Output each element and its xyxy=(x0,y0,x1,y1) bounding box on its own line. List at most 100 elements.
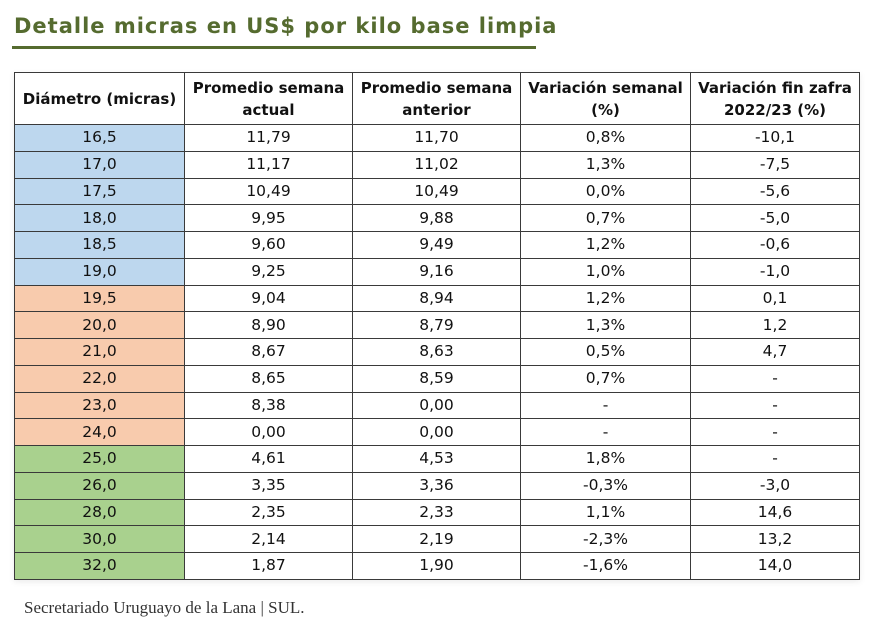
previous-week-cell: 0,00 xyxy=(352,391,521,420)
previous-week-cell: 8,63 xyxy=(352,338,521,366)
diameter-cell: 24,0 xyxy=(14,418,185,446)
diameter-cell: 20,0 xyxy=(14,311,185,339)
previous-week-cell: 4,53 xyxy=(352,445,521,473)
diameter-cell: 19,0 xyxy=(14,257,185,286)
diameter-cell: 21,0 xyxy=(14,338,185,366)
season-variation-cell: -5,0 xyxy=(690,204,860,232)
current-week-cell: 8,90 xyxy=(184,311,353,339)
previous-week-cell: 3,36 xyxy=(352,471,521,500)
weekly-variation-cell: 0,7% xyxy=(520,204,691,232)
table-row: 20,0 8,90 8,79 1,3% 1,2 xyxy=(14,311,860,339)
table-row: 30,0 2,14 2,19 -2,3% 13,2 xyxy=(14,525,860,553)
table-row: 18,5 9,60 9,49 1,2% -0,6 xyxy=(14,231,860,259)
table-row: 16,5 11,79 11,70 0,8% -10,1 xyxy=(14,124,860,152)
weekly-variation-cell: -1,6% xyxy=(520,552,691,580)
diameter-cell: 16,5 xyxy=(14,124,185,152)
previous-week-cell: 11,70 xyxy=(352,124,521,152)
previous-week-cell: 10,49 xyxy=(352,177,521,206)
table-header: Diámetro (micras) Promedio semana actual… xyxy=(14,72,860,125)
header-previous-week: Promedio semana anterior xyxy=(352,72,521,125)
season-variation-cell: - xyxy=(690,364,860,393)
current-week-cell: 9,95 xyxy=(184,204,353,232)
season-variation-cell: 13,2 xyxy=(690,525,860,553)
season-variation-cell: -7,5 xyxy=(690,150,860,179)
season-variation-cell: - xyxy=(690,418,860,446)
diameter-cell: 18,0 xyxy=(14,204,185,232)
season-variation-cell: -10,1 xyxy=(690,124,860,152)
previous-week-cell: 1,90 xyxy=(352,552,521,580)
weekly-variation-cell: 1,2% xyxy=(520,284,691,313)
current-week-cell: 0,00 xyxy=(184,418,353,446)
current-week-cell: 1,87 xyxy=(184,552,353,580)
table-body: 16,5 11,79 11,70 0,8% -10,1 17,0 11,17 11,02 1,3… xyxy=(14,124,860,580)
table-row: 22,0 8,65 8,59 0,7% - xyxy=(14,364,860,393)
diameter-cell: 18,5 xyxy=(14,231,185,259)
weekly-variation-cell: 1,2% xyxy=(520,231,691,259)
season-variation-cell: - xyxy=(690,445,860,473)
header-season-variation: Variación fin zafra 2022/23 (%) xyxy=(690,72,860,125)
diameter-cell: 28,0 xyxy=(14,498,185,527)
weekly-variation-cell: 1,3% xyxy=(520,150,691,179)
previous-week-cell: 9,16 xyxy=(352,257,521,286)
weekly-variation-cell: - xyxy=(520,391,691,420)
current-week-cell: 2,35 xyxy=(184,498,353,527)
prices-table: Diámetro (micras) Promedio semana actual… xyxy=(14,72,860,580)
diameter-cell: 32,0 xyxy=(14,552,185,580)
season-variation-cell: -1,0 xyxy=(690,257,860,286)
previous-week-cell: 8,59 xyxy=(352,364,521,393)
previous-week-cell: 2,33 xyxy=(352,498,521,527)
weekly-variation-cell: 1,0% xyxy=(520,257,691,286)
table-row: 24,0 0,00 0,00- - xyxy=(14,418,860,446)
current-week-cell: 11,17 xyxy=(184,150,353,179)
current-week-cell: 8,67 xyxy=(184,338,353,366)
table-row: 26,0 3,35 3,36 -0,3% -3,0 xyxy=(14,471,860,500)
current-week-cell: 8,65 xyxy=(184,364,353,393)
diameter-cell: 22,0 xyxy=(14,364,185,393)
table-row: 25,0 4,61 4,53 1,8% - xyxy=(14,445,860,473)
season-variation-cell: 14,6 xyxy=(690,498,860,527)
diameter-cell: 25,0 xyxy=(14,445,185,473)
previous-week-cell: 8,79 xyxy=(352,311,521,339)
current-week-cell: 9,04 xyxy=(184,284,353,313)
season-variation-cell: -5,6 xyxy=(690,177,860,206)
table-row: 23,0 8,38 0,00- - xyxy=(14,391,860,420)
current-week-cell: 8,38 xyxy=(184,391,353,420)
season-variation-cell: -3,0 xyxy=(690,471,860,500)
weekly-variation-cell: 1,8% xyxy=(520,445,691,473)
title-underline xyxy=(12,46,536,49)
weekly-variation-cell: -0,3% xyxy=(520,471,691,500)
current-week-cell: 9,25 xyxy=(184,257,353,286)
header-current-week: Promedio semana actual xyxy=(184,72,353,125)
previous-week-cell: 0,00 xyxy=(352,418,521,446)
previous-week-cell: 2,19 xyxy=(352,525,521,553)
table-row: 19,5 9,04 8,94 1,2% 0,1 xyxy=(14,284,860,313)
season-variation-cell: 1,2 xyxy=(690,311,860,339)
diameter-cell: 17,5 xyxy=(14,177,185,206)
weekly-variation-cell: 0,5% xyxy=(520,338,691,366)
current-week-cell: 9,60 xyxy=(184,231,353,259)
weekly-variation-cell: 0,8% xyxy=(520,124,691,152)
weekly-variation-cell: 0,0% xyxy=(520,177,691,206)
season-variation-cell: 14,0 xyxy=(690,552,860,580)
previous-week-cell: 8,94 xyxy=(352,284,521,313)
table-row: 21,0 8,67 8,63 0,5% 4,7 xyxy=(14,338,860,366)
current-week-cell: 3,35 xyxy=(184,471,353,500)
diameter-cell: 19,5 xyxy=(14,284,185,313)
weekly-variation-cell: - xyxy=(520,418,691,446)
table-row: 18,0 9,95 9,88 0,7% -5,0 xyxy=(14,204,860,232)
diameter-cell: 26,0 xyxy=(14,471,185,500)
weekly-variation-cell: -2,3% xyxy=(520,525,691,553)
weekly-variation-cell: 1,3% xyxy=(520,311,691,339)
previous-week-cell: 9,88 xyxy=(352,204,521,232)
season-variation-cell: - xyxy=(690,391,860,420)
current-week-cell: 11,79 xyxy=(184,124,353,152)
header-weekly-variation: Variación semanal (%) xyxy=(520,72,691,125)
table-row: 28,0 2,35 2,33 1,1% 14,6 xyxy=(14,498,860,527)
table-row: 17,5 10,49 10,49 0,0% -5,6 xyxy=(14,177,860,206)
weekly-variation-cell: 1,1% xyxy=(520,498,691,527)
table-row: 32,0 1,87 1,90 -1,6% 14,0 xyxy=(14,552,860,580)
current-week-cell: 4,61 xyxy=(184,445,353,473)
source-note: Secretariado Uruguayo de la Lana | SUL. xyxy=(24,598,305,617)
season-variation-cell: 4,7 xyxy=(690,338,860,366)
weekly-variation-cell: 0,7% xyxy=(520,364,691,393)
